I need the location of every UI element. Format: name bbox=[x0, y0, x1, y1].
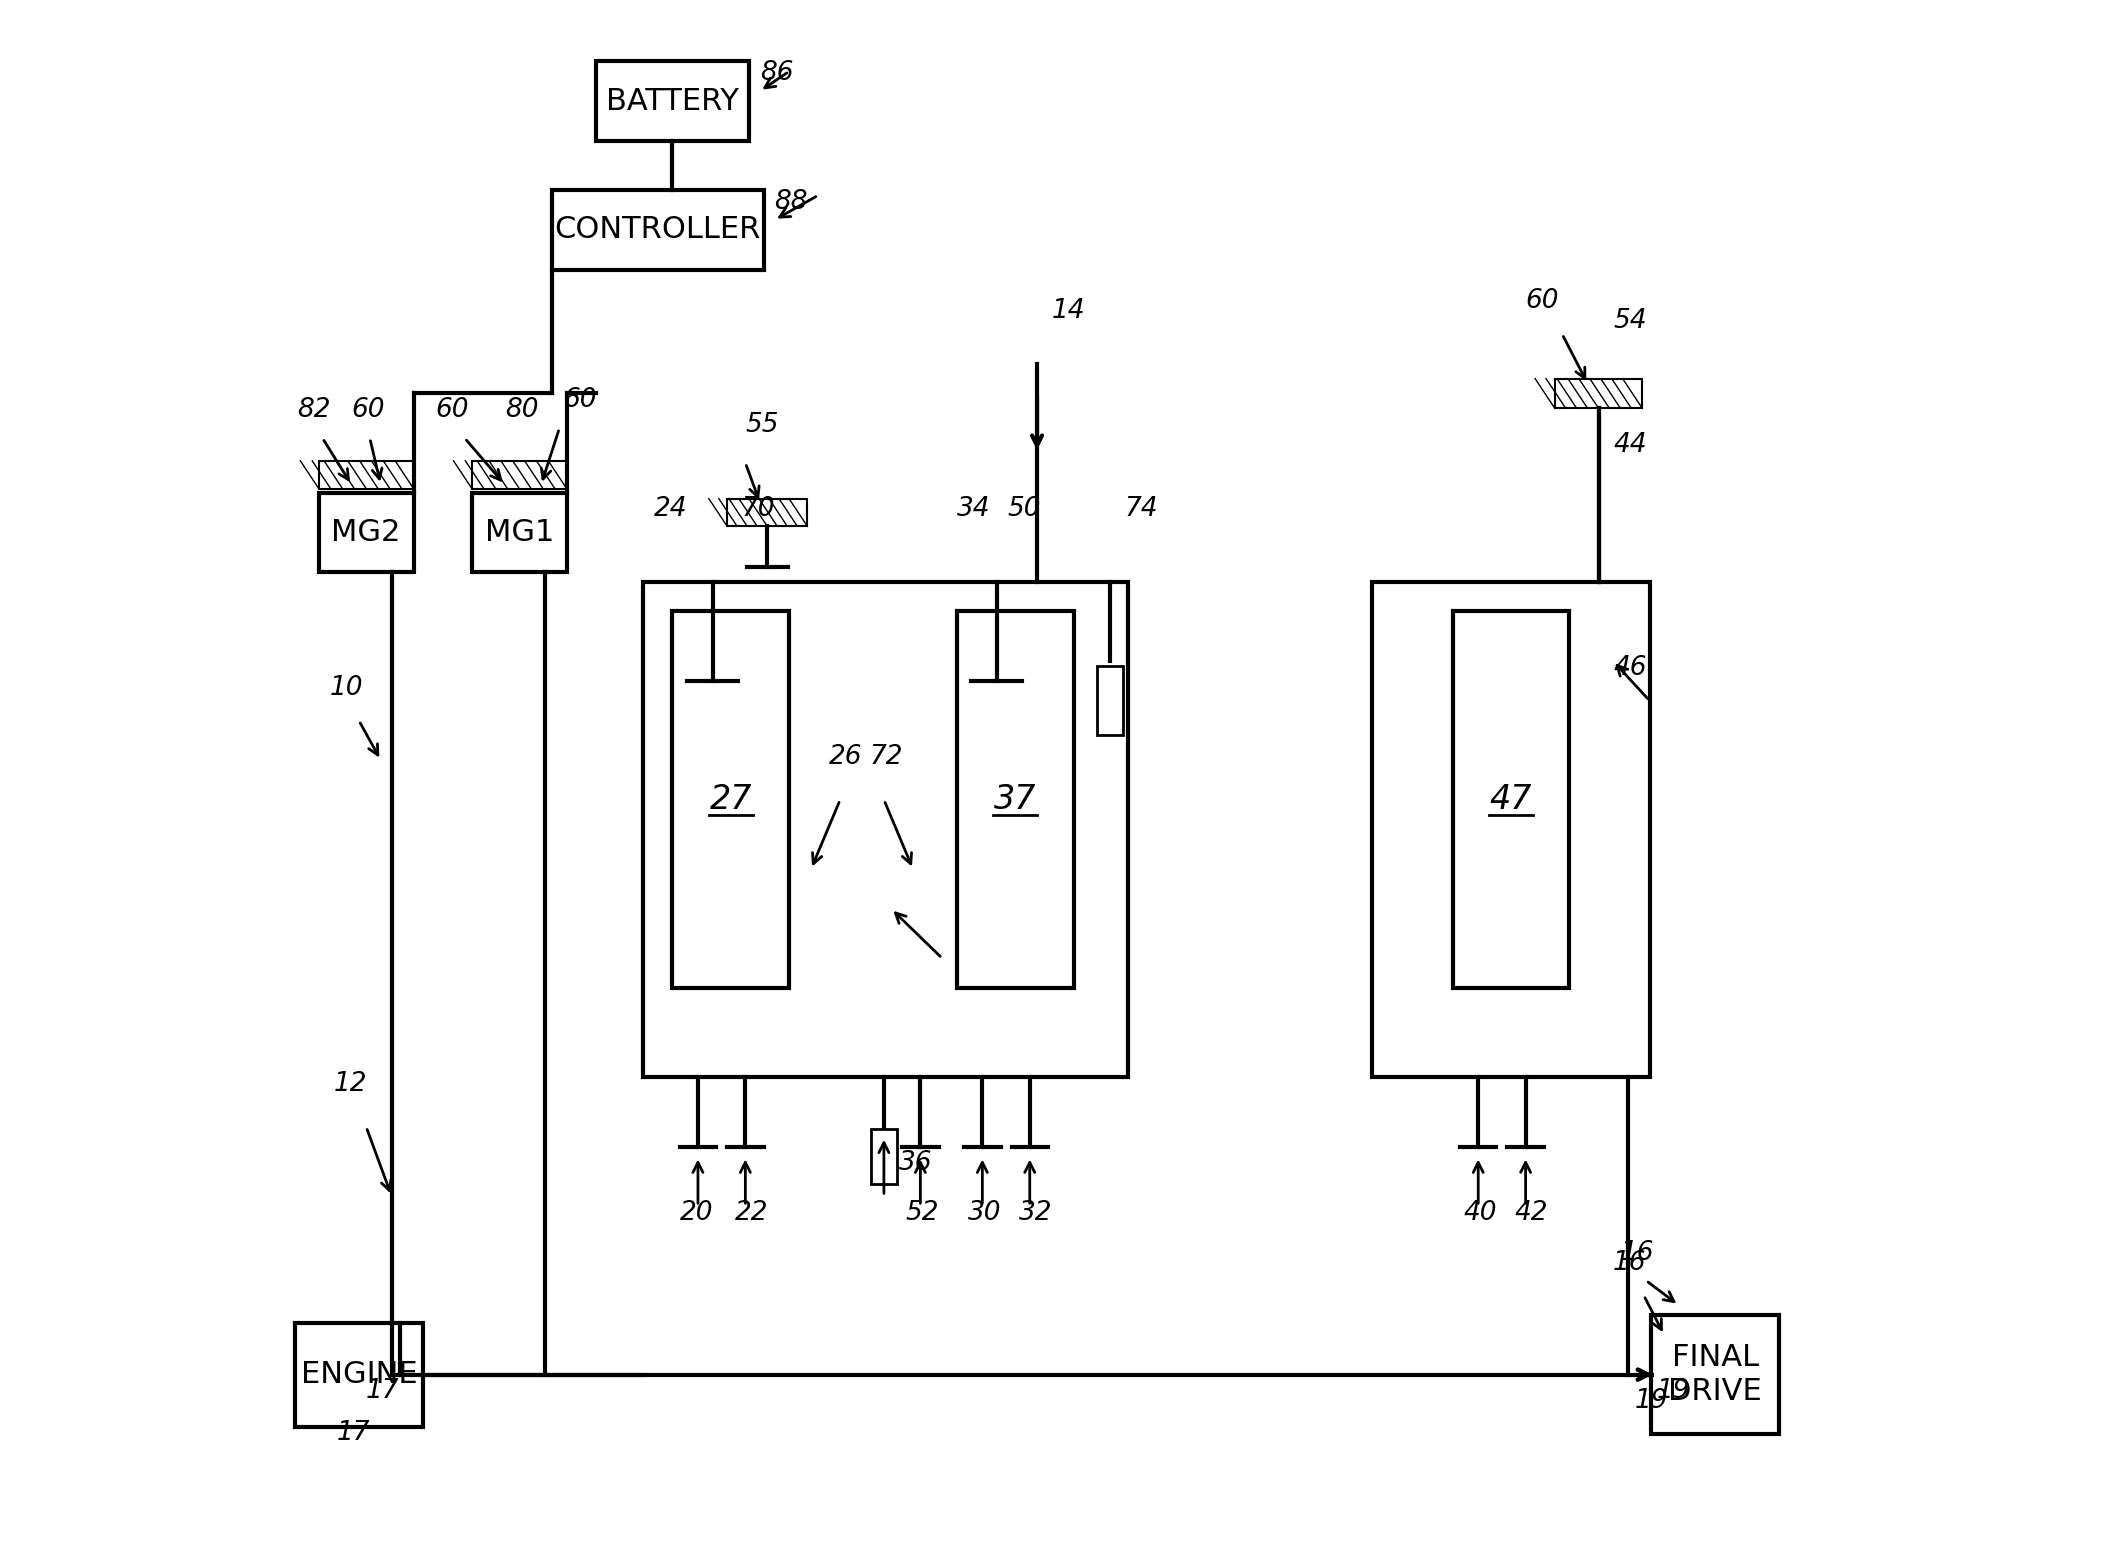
Bar bbox=[319, 493, 414, 572]
Text: 86: 86 bbox=[760, 61, 794, 85]
Bar bbox=[596, 62, 750, 141]
Text: ENGINE: ENGINE bbox=[300, 1360, 418, 1389]
Text: CONTROLLER: CONTROLLER bbox=[555, 216, 760, 244]
Text: 50: 50 bbox=[1007, 496, 1041, 522]
Text: 52: 52 bbox=[906, 1200, 940, 1226]
Text: MG2: MG2 bbox=[332, 517, 401, 547]
Text: 55: 55 bbox=[746, 412, 779, 438]
Bar bbox=[1652, 1315, 1778, 1434]
Text: 88: 88 bbox=[775, 190, 809, 214]
Bar bbox=[471, 493, 566, 572]
Text: 54: 54 bbox=[1614, 308, 1647, 334]
Text: 17: 17 bbox=[365, 1378, 399, 1405]
Text: 70: 70 bbox=[741, 496, 775, 522]
Text: 34: 34 bbox=[957, 496, 991, 522]
Text: 36: 36 bbox=[898, 1150, 931, 1176]
Bar bbox=[471, 462, 566, 488]
Text: 60: 60 bbox=[435, 398, 469, 423]
Text: 27: 27 bbox=[710, 783, 752, 816]
Text: 47: 47 bbox=[1489, 783, 1533, 816]
Text: 12: 12 bbox=[334, 1071, 367, 1097]
Text: 10: 10 bbox=[329, 674, 363, 701]
Bar bbox=[870, 1130, 898, 1184]
Bar bbox=[1554, 379, 1643, 409]
Text: 37: 37 bbox=[995, 783, 1037, 816]
Text: 17: 17 bbox=[338, 1420, 370, 1447]
Text: 72: 72 bbox=[870, 744, 902, 771]
Text: 42: 42 bbox=[1514, 1200, 1548, 1226]
Text: 80: 80 bbox=[505, 398, 539, 423]
Text: 60: 60 bbox=[1525, 287, 1559, 314]
Text: 16: 16 bbox=[1614, 1249, 1647, 1276]
Bar bbox=[319, 462, 414, 488]
Bar bbox=[1373, 581, 1649, 1077]
Text: 22: 22 bbox=[735, 1200, 769, 1226]
Bar bbox=[551, 190, 765, 269]
Bar bbox=[672, 611, 790, 988]
Bar bbox=[1098, 667, 1124, 735]
Bar bbox=[727, 499, 807, 527]
Bar bbox=[296, 1322, 422, 1427]
Text: 16: 16 bbox=[1620, 1240, 1654, 1265]
Text: 44: 44 bbox=[1614, 432, 1647, 458]
Bar bbox=[957, 611, 1073, 988]
Text: 46: 46 bbox=[1614, 654, 1647, 681]
Text: 19: 19 bbox=[1635, 1388, 1668, 1414]
Text: 26: 26 bbox=[830, 744, 862, 771]
Text: 40: 40 bbox=[1464, 1200, 1497, 1226]
Text: 24: 24 bbox=[655, 496, 689, 522]
Text: MG1: MG1 bbox=[484, 517, 553, 547]
Text: 19: 19 bbox=[1658, 1378, 1690, 1405]
Text: BATTERY: BATTERY bbox=[606, 87, 739, 115]
Text: 60: 60 bbox=[351, 398, 384, 423]
Text: 74: 74 bbox=[1124, 496, 1157, 522]
Text: 82: 82 bbox=[298, 398, 329, 423]
Text: 32: 32 bbox=[1018, 1200, 1052, 1226]
Text: 30: 30 bbox=[967, 1200, 1001, 1226]
Text: 60: 60 bbox=[564, 387, 596, 413]
Bar bbox=[642, 581, 1128, 1077]
Text: FINAL
DRIVE: FINAL DRIVE bbox=[1668, 1343, 1761, 1406]
Bar bbox=[1453, 611, 1569, 988]
Text: 20: 20 bbox=[680, 1200, 714, 1226]
Text: 14: 14 bbox=[1052, 298, 1086, 325]
